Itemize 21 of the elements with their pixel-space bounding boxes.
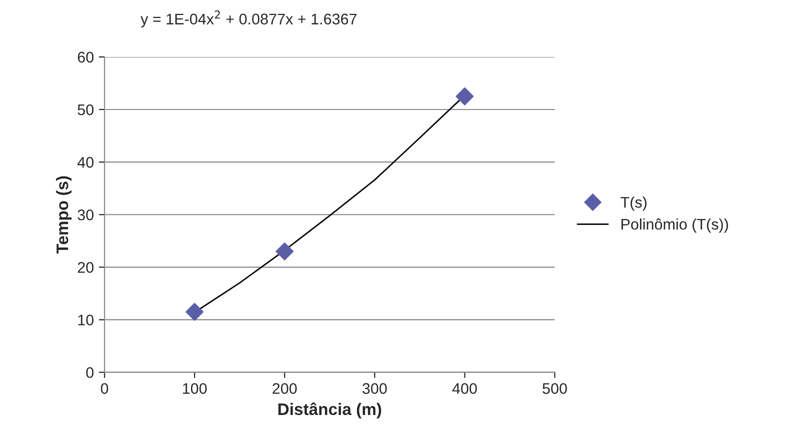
text: y = 1E-04x$^{2}$ + 0.0877x + 1.6367 (140, 10, 357, 28)
y-tick-label: 50 (78, 104, 94, 116)
x-tick-label: 300 (362, 383, 387, 394)
point (276, 242, 294, 260)
point (186, 302, 204, 321)
x-axis-title: Distância (m) (278, 402, 382, 418)
legend-label: T(s) (620, 196, 646, 211)
y-tick-label: 30 (78, 209, 94, 220)
x-tick-label: 100 (182, 383, 207, 394)
x-tick-label: 200 (272, 383, 297, 394)
y-axis-title: Tempo (s) (56, 176, 72, 254)
x-tick-label: 500 (542, 383, 567, 394)
y-tick-label: 20 (78, 262, 94, 273)
y-tick-label: 10 (78, 314, 94, 326)
point (456, 87, 474, 106)
x-tick-label: 400 (452, 383, 477, 394)
y-tick-label: 0 (86, 367, 94, 378)
x-tick-label: 0 (100, 383, 108, 394)
y-tick-label: 60 (78, 52, 94, 63)
y-tick-label: 40 (77, 156, 94, 168)
legend-label: Polinômio (T(s)) (622, 218, 728, 233)
